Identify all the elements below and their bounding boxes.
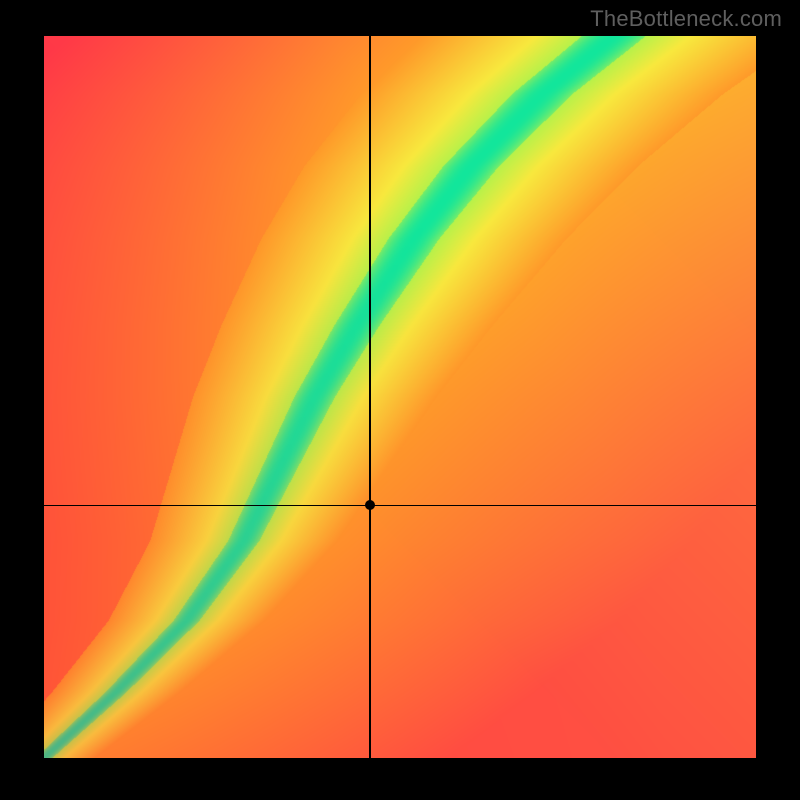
chart-container: TheBottleneck.com bbox=[0, 0, 800, 800]
heatmap-canvas bbox=[44, 36, 756, 758]
watermark-text: TheBottleneck.com bbox=[590, 6, 782, 32]
plot-area bbox=[44, 36, 756, 758]
crosshair-horizontal bbox=[44, 505, 756, 506]
crosshair-vertical bbox=[369, 36, 370, 758]
